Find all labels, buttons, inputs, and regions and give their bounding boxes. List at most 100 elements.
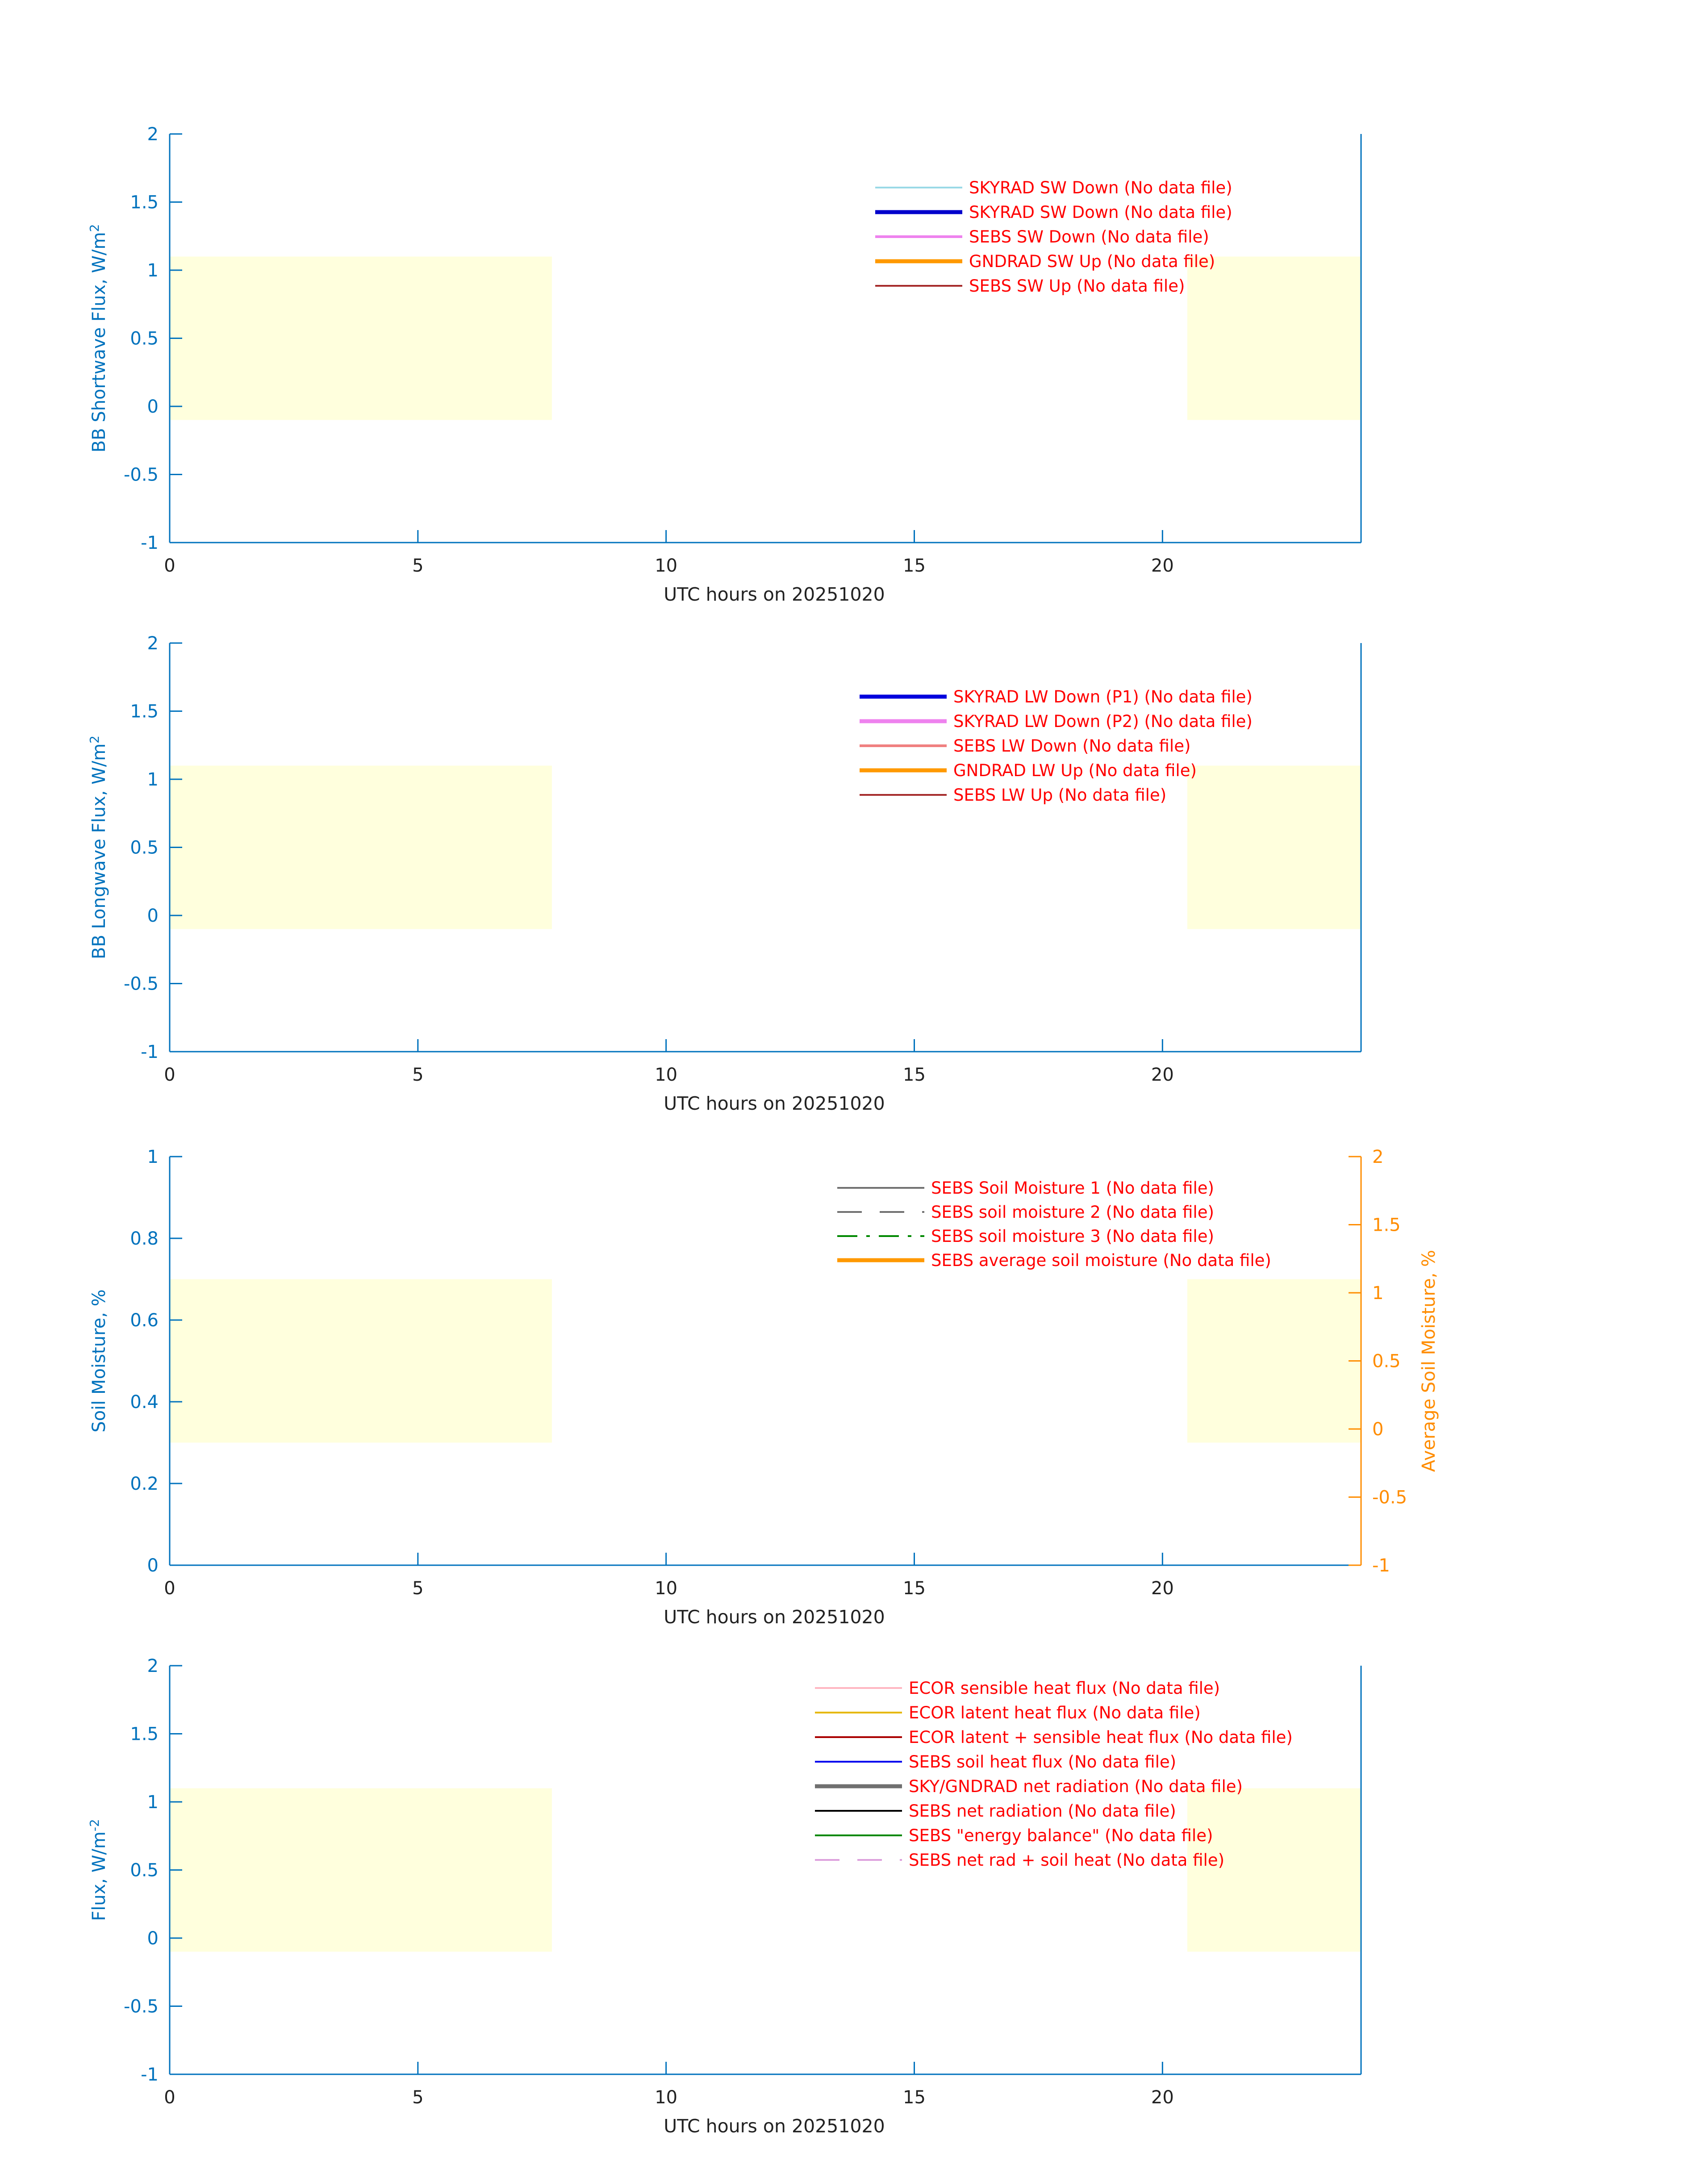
y-tick-label: 0 bbox=[147, 1555, 159, 1576]
y-tick-label: 0.5 bbox=[130, 1860, 159, 1881]
legend-entry: SEBS soil moisture 2 (No data file) bbox=[931, 1203, 1214, 1222]
night-shade-2 bbox=[1187, 765, 1361, 929]
legend-entry: SEBS average soil moisture (No data file… bbox=[931, 1251, 1271, 1270]
y-tick-label: 1 bbox=[147, 260, 159, 281]
y-tick-label: 2 bbox=[147, 124, 159, 145]
legend-entry: SKYRAD LW Down (P2) (No data file) bbox=[953, 712, 1253, 731]
y-tick-label-right: 0.5 bbox=[1372, 1351, 1401, 1372]
y-tick-label: 1.5 bbox=[130, 192, 159, 213]
legend-entry: SKY/GNDRAD net radiation (No data file) bbox=[909, 1777, 1243, 1796]
x-tick-label: 0 bbox=[164, 556, 175, 576]
night-shade-2 bbox=[1187, 1788, 1361, 1952]
y-tick-label: 0.6 bbox=[130, 1310, 159, 1331]
y-tick-label: 2 bbox=[147, 1656, 159, 1676]
y-tick-label: 0 bbox=[147, 1928, 159, 1949]
y-tick-label: -0.5 bbox=[124, 465, 159, 485]
legend-entry: ECOR latent + sensible heat flux (No dat… bbox=[909, 1728, 1293, 1747]
chart-panel-3: 00.20.40.60.810 5 10 15 20-1-0.500.511.52Ave… bbox=[89, 1147, 1439, 1628]
legend-entry: GNDRAD SW Up (No data file) bbox=[969, 252, 1215, 271]
y-tick-label-right: 1.5 bbox=[1372, 1215, 1401, 1236]
y-tick-label: -1 bbox=[141, 2064, 159, 2085]
y-axis-title: Soil Moisture, % bbox=[89, 1289, 109, 1432]
y-tick-label-right: 2 bbox=[1372, 1147, 1383, 1167]
x-tick-label: 15 bbox=[903, 556, 926, 576]
legend-entry: SKYRAD LW Down (P1) (No data file) bbox=[953, 687, 1253, 706]
x-tick-label: 15 bbox=[903, 2087, 926, 2108]
x-tick-label: 20 bbox=[1151, 1065, 1174, 1085]
x-tick-label: 15 bbox=[903, 1578, 926, 1599]
x-tick-label: 5 bbox=[412, 1578, 423, 1599]
y-axis-title-superscript: -2 bbox=[87, 1819, 102, 1831]
legend-entry: SEBS net radiation (No data file) bbox=[909, 1801, 1176, 1821]
y-axis-title: BB Shortwave Flux, W/m2 bbox=[87, 224, 109, 453]
x-tick-label: 10 bbox=[655, 2087, 677, 2108]
legend-entry: SEBS net rad + soil heat (No data file) bbox=[909, 1851, 1224, 1870]
x-tick-label: 20 bbox=[1151, 1578, 1174, 1599]
x-axis-title: UTC hours on 20251020 bbox=[664, 1606, 885, 1628]
y-tick-label: 1.5 bbox=[130, 1724, 159, 1745]
legend-entry: SEBS soil moisture 3 (No data file) bbox=[931, 1227, 1214, 1246]
y-axis-title-superscript: 2 bbox=[87, 224, 102, 232]
y-axis-title-text: Flux, W/m bbox=[89, 1831, 109, 1921]
y-tick-label: -0.5 bbox=[124, 974, 159, 994]
y-axis-title-text: Soil Moisture, % bbox=[89, 1289, 109, 1432]
x-tick-label: 5 bbox=[412, 556, 423, 576]
night-shade-2 bbox=[1187, 1279, 1361, 1443]
y-tick-label: 0.8 bbox=[130, 1228, 159, 1249]
legend-entry: SKYRAD SW Down (No data file) bbox=[969, 203, 1232, 222]
y-tick-label: 1.5 bbox=[130, 702, 159, 722]
y-axis-title-right: Average Soil Moisture, % bbox=[1419, 1250, 1439, 1472]
legend-entry: ECOR latent heat flux (No data file) bbox=[909, 1703, 1201, 1722]
y-tick-label: 0 bbox=[147, 397, 159, 417]
x-tick-label: 5 bbox=[412, 2087, 423, 2108]
x-tick-label: 10 bbox=[655, 1065, 677, 1085]
night-shade-2 bbox=[1187, 256, 1361, 420]
y-tick-label: -1 bbox=[141, 533, 159, 553]
y-tick-label: 0.2 bbox=[130, 1474, 159, 1494]
night-shade-1 bbox=[170, 256, 552, 420]
legend-entry: SEBS LW Up (No data file) bbox=[953, 786, 1166, 805]
y-axis-title-superscript: 2 bbox=[87, 735, 102, 744]
legend-entry: ECOR sensible heat flux (No data file) bbox=[909, 1679, 1220, 1698]
x-tick-label: 5 bbox=[412, 1065, 423, 1085]
x-tick-label: 0 bbox=[164, 2087, 175, 2108]
y-axis-title: BB Longwave Flux, W/m2 bbox=[87, 735, 109, 959]
legend-entry: SEBS SW Down (No data file) bbox=[969, 227, 1209, 247]
night-shade-1 bbox=[170, 1788, 552, 1952]
x-tick-label: 20 bbox=[1151, 2087, 1174, 2108]
y-axis-title-text: BB Shortwave Flux, W/m bbox=[89, 232, 109, 453]
y-tick-label: 1 bbox=[147, 769, 159, 790]
legend-entry: SEBS "energy balance" (No data file) bbox=[909, 1826, 1213, 1845]
y-tick-label-right: 0 bbox=[1372, 1419, 1383, 1440]
y-tick-label: 0.5 bbox=[130, 329, 159, 349]
x-tick-label: 15 bbox=[903, 1065, 926, 1085]
legend-entry: GNDRAD LW Up (No data file) bbox=[953, 761, 1197, 780]
legend-entry: SKYRAD SW Down (No data file) bbox=[969, 178, 1232, 197]
x-tick-label: 0 bbox=[164, 1065, 175, 1085]
y-tick-label-right: 1 bbox=[1372, 1283, 1383, 1304]
y-axis-title-text: BB Longwave Flux, W/m bbox=[89, 744, 109, 959]
x-axis-title: UTC hours on 20251020 bbox=[664, 584, 885, 605]
y-tick-label: 2 bbox=[147, 633, 159, 654]
y-tick-label-right: -0.5 bbox=[1372, 1488, 1407, 1508]
y-tick-label-right: -1 bbox=[1372, 1555, 1390, 1576]
y-tick-label: 0.4 bbox=[130, 1392, 159, 1412]
night-shade-1 bbox=[170, 1279, 552, 1443]
y-tick-label: -1 bbox=[141, 1042, 159, 1062]
x-tick-label: 10 bbox=[655, 1578, 677, 1599]
legend-entry: SEBS LW Down (No data file) bbox=[953, 736, 1190, 756]
legend-entry: SEBS soil heat flux (No data file) bbox=[909, 1752, 1176, 1772]
x-tick-label: 10 bbox=[655, 556, 677, 576]
y-tick-label: 0.5 bbox=[130, 838, 159, 858]
y-tick-label: -0.5 bbox=[124, 1997, 159, 2017]
y-axis-title: Flux, W/m-2 bbox=[87, 1819, 109, 1921]
x-tick-label: 20 bbox=[1151, 556, 1174, 576]
y-tick-label: 1 bbox=[147, 1147, 159, 1167]
x-axis-title: UTC hours on 20251020 bbox=[664, 1093, 885, 1114]
legend-entry: SEBS SW Up (No data file) bbox=[969, 276, 1185, 296]
x-axis-title: UTC hours on 20251020 bbox=[664, 2115, 885, 2137]
